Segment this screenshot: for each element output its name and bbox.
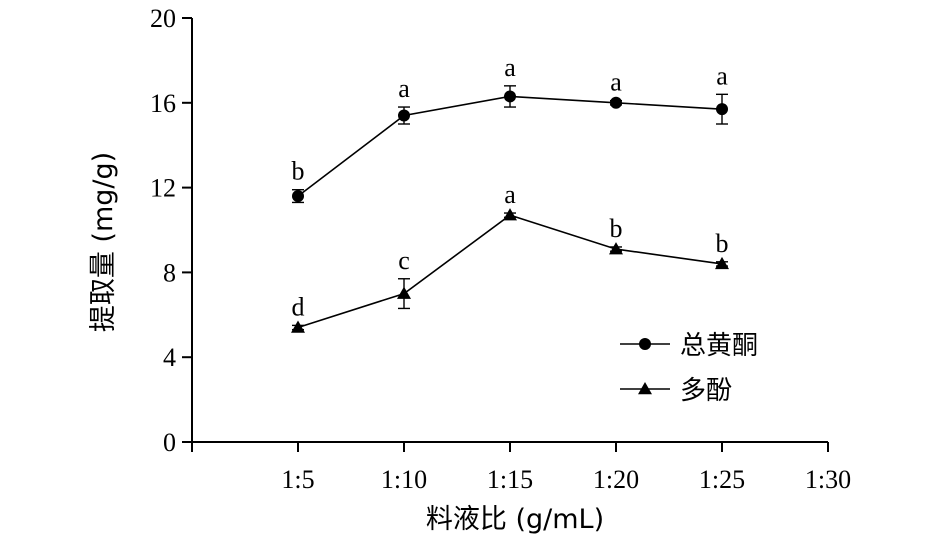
series-layer: b a a a a d c a b b xyxy=(291,53,729,333)
y-tick-label: 8 xyxy=(163,258,176,287)
triangle-marker xyxy=(397,286,411,299)
significance-label: c xyxy=(398,246,410,275)
legend-label: 总黄酮 xyxy=(680,331,758,361)
y-tick-label: 16 xyxy=(150,89,176,118)
circle-marker xyxy=(610,96,622,109)
legend-circle-marker xyxy=(639,338,651,350)
circle-marker xyxy=(398,109,410,122)
series-2: d c a b b xyxy=(291,180,729,333)
y-axis-ticks: 0 4 8 12 16 20 xyxy=(150,4,192,457)
significance-label: b xyxy=(610,214,623,243)
significance-label: a xyxy=(504,180,516,209)
y-axis-title: 提取量 (mg/g) xyxy=(88,152,119,332)
y-tick-label: 20 xyxy=(150,4,176,33)
significance-label: d xyxy=(292,292,305,321)
significance-label: b xyxy=(292,157,305,186)
circle-marker xyxy=(292,190,304,203)
significance-label: b xyxy=(716,229,729,258)
x-tick-label: 1:10 xyxy=(381,465,427,494)
x-tick-label: 1:20 xyxy=(593,465,639,494)
x-tick-label: 1:30 xyxy=(805,465,851,494)
legend-label: 多酚 xyxy=(680,376,732,406)
x-axis-ticks: 1:5 1:10 1:15 1:20 1:25 1:30 xyxy=(191,442,851,494)
x-tick-label: 1:15 xyxy=(487,465,533,494)
triangle-marker xyxy=(609,242,623,255)
significance-label: a xyxy=(716,61,728,90)
y-tick-label: 4 xyxy=(163,343,176,372)
legend-item: 总黄酮 xyxy=(620,331,758,361)
series-1: b a a a a xyxy=(292,53,728,204)
series-line xyxy=(297,214,723,329)
significance-label: a xyxy=(504,53,516,82)
significance-label: a xyxy=(610,68,622,97)
x-tick-label: 1:5 xyxy=(281,465,314,494)
x-tick-label: 1:25 xyxy=(699,465,745,494)
legend-item: 多酚 xyxy=(620,376,732,406)
y-tick-label: 0 xyxy=(163,428,176,457)
triangle-marker xyxy=(715,256,729,270)
legend-triangle-marker xyxy=(638,382,652,395)
triangle-marker xyxy=(291,320,305,333)
triangle-marker xyxy=(503,208,517,221)
y-tick-label: 12 xyxy=(150,174,176,203)
circle-marker xyxy=(504,90,516,103)
circle-marker xyxy=(716,103,728,116)
x-axis-title: 料液比 (g/mL) xyxy=(426,504,604,535)
significance-label: a xyxy=(398,74,410,103)
